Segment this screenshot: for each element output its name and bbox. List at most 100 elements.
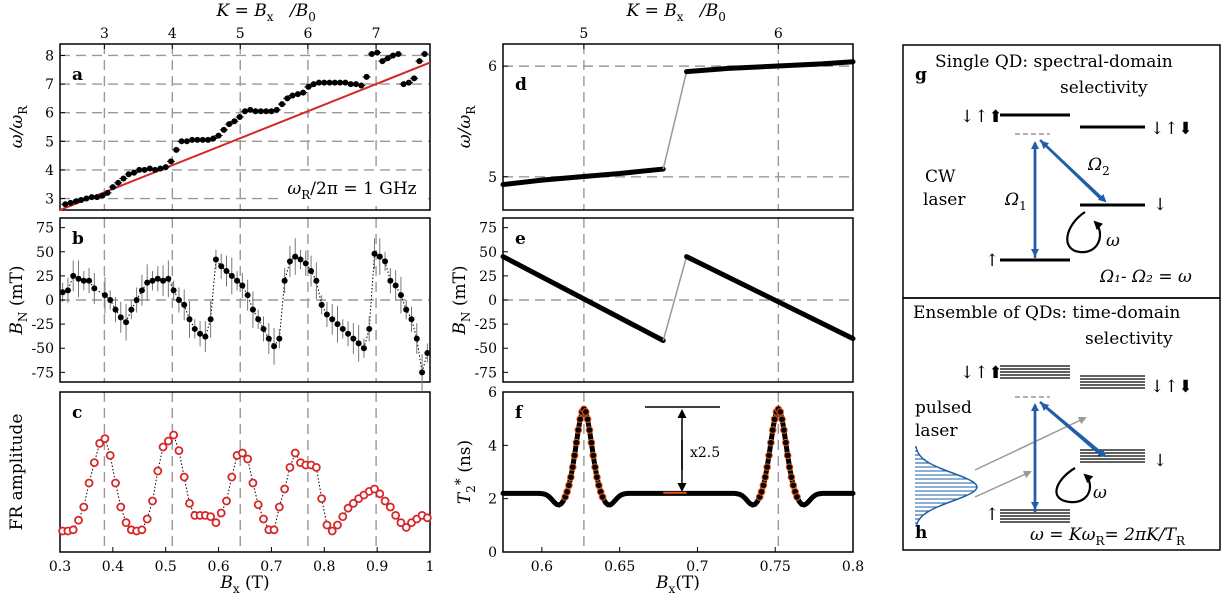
- peak-point: [568, 463, 577, 471]
- data-point: [363, 73, 370, 80]
- data-point: [360, 345, 367, 352]
- annotation-a-main: ω: [287, 179, 301, 199]
- data-point: [121, 518, 131, 527]
- data-point: [401, 523, 411, 532]
- data-point: [279, 101, 285, 108]
- panel-letter-e: e: [515, 229, 526, 249]
- ylabel-a-main: ω/ω: [7, 115, 27, 149]
- peak-point: [763, 463, 771, 471]
- data-point: [286, 258, 293, 265]
- ytick-label: 7: [45, 77, 54, 93]
- data-point: [236, 113, 243, 120]
- data-point: [169, 430, 179, 440]
- omega1-symbol: Ω: [1004, 190, 1019, 210]
- data-point: [104, 189, 111, 196]
- peak-point: [759, 481, 768, 490]
- ylabel-f-t: T: [455, 491, 475, 504]
- data-point: [247, 106, 254, 113]
- data-point: [289, 92, 296, 99]
- data-point: [91, 285, 98, 292]
- peak-point: [593, 473, 601, 481]
- data-point: [183, 138, 190, 145]
- ylabel-b-sub: N: [16, 312, 30, 323]
- ylabel-b-main: B: [7, 322, 27, 336]
- top-axis-title-a-2: /B0: [288, 1, 316, 24]
- ylabel-f-star: *: [453, 478, 469, 485]
- data-point: [109, 184, 116, 191]
- ylabel-a-sub: R: [16, 105, 30, 115]
- data-point: [396, 518, 406, 527]
- data-point: [327, 526, 337, 536]
- data-point: [269, 525, 279, 535]
- ytick-label: 75: [479, 221, 497, 237]
- data-point: [149, 277, 156, 284]
- data-point: [215, 132, 222, 139]
- data-point: [222, 496, 231, 506]
- data-point: [385, 502, 395, 512]
- data-point: [223, 268, 230, 275]
- series-line: [500, 404, 856, 508]
- xlabel-c-rest: (T): [240, 573, 270, 593]
- omega2-sub: 2: [1102, 164, 1110, 178]
- peak-point: [767, 438, 775, 447]
- data-point: [411, 75, 418, 82]
- ytick-label: 5: [488, 170, 497, 186]
- connector-line: [62, 252, 428, 373]
- top-tick-label: 4: [168, 26, 177, 42]
- xtick-label: 0.75: [760, 559, 791, 575]
- xtick-label: 0.8: [313, 559, 335, 575]
- xtick-label: 0.7: [686, 559, 708, 575]
- eq-h-2: = 2πK/T: [1105, 525, 1178, 545]
- data-point: [211, 518, 221, 527]
- data-point: [329, 316, 336, 323]
- panel-e: 75 50 25 0 -25 -50 -75 BN (mT) e: [450, 217, 856, 383]
- data-point: [285, 462, 295, 472]
- data-point: [370, 484, 379, 494]
- data-point: [88, 194, 95, 201]
- peak-point: [587, 438, 596, 447]
- top-axis-b0-sub-d: 0: [718, 10, 726, 24]
- plot-frame: [59, 43, 431, 211]
- ylabel-b: BN (mT): [7, 265, 30, 335]
- panel-letter-d: d: [515, 75, 527, 95]
- annotation-a-sub: R: [301, 188, 311, 202]
- data-point: [403, 306, 410, 313]
- data-point: [64, 287, 71, 294]
- data-point: [173, 146, 180, 153]
- peak-point: [793, 493, 801, 501]
- data-point: [207, 316, 214, 323]
- top-axis-title-d-sub: x: [677, 10, 684, 24]
- h-arrow-diag-up: [1040, 402, 1101, 455]
- peak-point: [567, 473, 575, 481]
- ytick-label: 8: [45, 48, 54, 64]
- data-point: [175, 297, 182, 303]
- data-point: [413, 335, 420, 342]
- top-axis-b0-d: /B: [698, 1, 718, 21]
- data-point: [348, 498, 358, 508]
- peak-point: [761, 473, 770, 481]
- peak-point: [757, 488, 766, 496]
- panel-c: 0.3 0.4 0.5 0.6 0.7 0.8 0.9 1 FR amplitude Bx (T)…: [7, 391, 435, 596]
- top-tick-label: 6: [303, 26, 312, 42]
- data-point: [321, 79, 328, 86]
- series-line: [684, 59, 856, 75]
- data-point: [313, 277, 320, 284]
- data-point: [123, 319, 130, 326]
- omega1-label: Ω1: [1004, 190, 1027, 213]
- data-point: [136, 166, 143, 173]
- data-point: [290, 448, 300, 458]
- data-point: [174, 446, 184, 456]
- data-point: [337, 79, 344, 86]
- data-point: [79, 502, 89, 512]
- data-point: [376, 253, 383, 260]
- peak-point: [563, 488, 571, 496]
- eq-h-sub2: R: [1176, 534, 1186, 548]
- xtick-label: 0.8: [842, 559, 864, 575]
- data-point: [273, 106, 280, 113]
- data-point: [178, 138, 185, 145]
- xtick-label: 1: [426, 559, 435, 575]
- data-point: [392, 282, 399, 289]
- peak-point: [581, 408, 590, 416]
- ytick-label: -50: [474, 341, 497, 357]
